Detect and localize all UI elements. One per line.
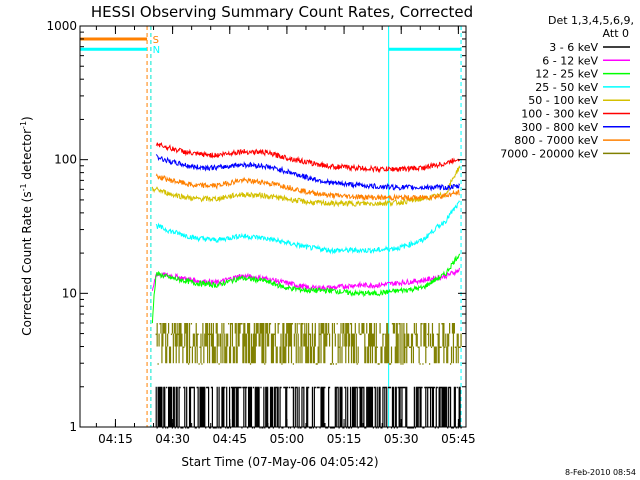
series-6-12-kev — [151, 267, 461, 293]
legend-label: 100 - 300 keV — [521, 108, 598, 121]
y-tick-label: 1 — [69, 420, 77, 434]
plot-frame — [79, 25, 467, 428]
chart-title: HESSI Observing Summary Count Rates, Cor… — [91, 3, 473, 21]
series-12-25-kev — [151, 253, 461, 324]
timestamp: 8-Feb-2010 08:54 — [565, 468, 636, 477]
y-label-mid: detector — [20, 129, 34, 184]
x-tick-label: 05:30 — [384, 432, 419, 446]
attenuator-marker-s: S — [153, 35, 159, 46]
plot-area: SN — [79, 26, 462, 429]
series-3-6-kev — [155, 386, 462, 429]
legend-label: 50 - 100 keV — [528, 94, 598, 107]
attenuator-marker-n: N — [153, 45, 160, 56]
x-axis: 04:15 04:30 04:45 05:00 05:15 05:30 05:45 — [95, 26, 476, 446]
x-axis-label: Start Time (07-May-06 04:05:42) — [181, 455, 378, 469]
y-label-sup1: -1 — [19, 183, 28, 191]
series-800-7000-kev — [155, 173, 460, 202]
legend-header-line2: Att 0 — [603, 27, 629, 40]
y-label-main: Corrected Count Rate (s — [20, 191, 34, 335]
x-tick-label: 04:45 — [212, 432, 247, 446]
series-7000-20000-kev — [155, 322, 462, 365]
x-tick-label: 04:15 — [98, 432, 133, 446]
x-tick-label: 05:45 — [441, 432, 476, 446]
x-tick-label: 04:30 — [155, 432, 190, 446]
legend-label: 12 - 25 keV — [535, 68, 598, 81]
y-tick-label: 1000 — [46, 19, 77, 33]
legend-label: 300 - 800 keV — [521, 121, 598, 134]
legend-label: 3 - 6 keV — [549, 41, 598, 54]
series-100-300-kev — [155, 141, 460, 174]
x-tick-label: 05:00 — [270, 432, 305, 446]
series-300-800-kev — [155, 154, 461, 192]
y-tick-label: 10 — [62, 286, 77, 300]
legend-label: 25 - 50 keV — [535, 81, 598, 94]
x-tick-label: 05:15 — [327, 432, 362, 446]
legend-label: 7000 - 20000 keV — [500, 147, 598, 160]
series-25-50-kev — [155, 200, 461, 255]
legend-header-line1: Det 1,3,4,5,6,9, — [548, 14, 634, 27]
y-tick-label: 100 — [54, 153, 77, 167]
y-label-sup2: -1 — [19, 121, 28, 129]
legend-label: 6 - 12 keV — [542, 54, 598, 67]
y-axis: 1 10 100 1000 — [46, 19, 466, 434]
series-50-100-kev — [151, 165, 461, 208]
legend-label: 800 - 7000 keV — [514, 134, 598, 147]
y-axis-label: Corrected Count Rate (s-1 detector-1) — [19, 116, 34, 335]
y-label-end: ) — [20, 116, 34, 121]
